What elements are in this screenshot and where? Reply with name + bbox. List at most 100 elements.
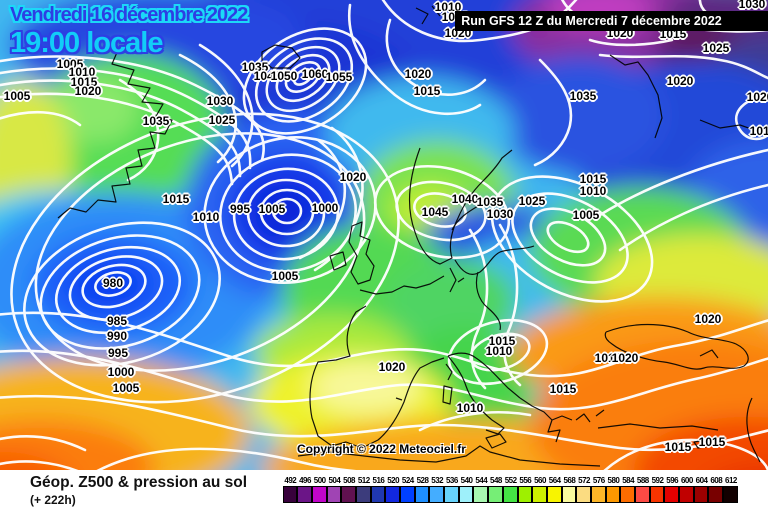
- pressure-label: 1015: [413, 84, 441, 98]
- color-scale-step: 492: [282, 476, 298, 503]
- pressure-label: 1010: [579, 184, 607, 198]
- pressure-label: 1015: [659, 27, 687, 41]
- color-scale-value: 608: [710, 476, 723, 485]
- color-scale-value: 552: [504, 476, 517, 485]
- pressure-label: 980: [102, 276, 124, 290]
- pressure-label: 1055: [325, 70, 353, 84]
- color-scale-swatch: [517, 486, 533, 503]
- color-scale-swatch: [355, 486, 371, 503]
- color-scale-swatch: [679, 486, 694, 503]
- pressure-label: 1015: [488, 334, 516, 348]
- color-scale-value: 556: [519, 476, 532, 485]
- color-scale-value: 500: [313, 476, 326, 485]
- color-scale-swatch: [664, 486, 680, 503]
- color-scale-swatch: [635, 486, 650, 503]
- pressure-label: 1005: [3, 89, 31, 103]
- color-scale-value: 544: [475, 476, 488, 485]
- pressure-label: 1005: [271, 269, 299, 283]
- pressure-label: 1045: [421, 205, 449, 219]
- pressure-label: 1005: [258, 202, 286, 216]
- pressure-label: 1015: [749, 124, 768, 138]
- pressure-label: 1050: [270, 69, 298, 83]
- color-scale-step: 512: [355, 476, 371, 503]
- color-scale-swatch: [590, 486, 606, 503]
- pressure-labels: 1005 1010 1015 1020 1005 1035 1030 1025 1035 1045…: [3, 0, 768, 453]
- pressure-label: 990: [106, 329, 128, 343]
- color-scale-step: 564: [546, 476, 562, 503]
- color-scale-swatch: [311, 486, 327, 503]
- color-scale-value: 612: [725, 476, 737, 485]
- color-scale: 492 496 500 504 508 512 516 520 524 528 532 536 540 5…: [282, 476, 738, 503]
- color-scale-value: 532: [431, 476, 444, 485]
- pressure-label: 1020: [746, 90, 768, 104]
- pressure-label: 1015: [698, 435, 726, 449]
- color-scale-swatch: [385, 486, 400, 503]
- color-scale-swatch: [473, 486, 489, 503]
- pressure-label: 1015: [162, 192, 190, 206]
- color-scale-step: 560: [532, 476, 548, 503]
- pressure-label: 1020: [74, 84, 102, 98]
- color-scale-swatch: [429, 486, 445, 503]
- color-scale-step: 600: [679, 476, 695, 503]
- color-scale-step: 584: [620, 476, 636, 503]
- color-scale-step: 508: [341, 476, 357, 503]
- color-scale-value: 576: [592, 476, 605, 485]
- color-scale-value: 560: [534, 476, 546, 485]
- coastlines: [57, 5, 761, 467]
- z500-color-field: [0, 0, 768, 470]
- color-scale-swatch: [708, 486, 724, 503]
- pressure-label: 1035: [241, 60, 269, 74]
- color-scale-value: 492: [284, 476, 297, 485]
- isobar-contours: [0, 0, 768, 470]
- pressure-label: 985: [106, 314, 128, 328]
- color-scale-step: 504: [326, 476, 342, 503]
- color-scale-step: 496: [297, 476, 313, 503]
- color-scale-value: 504: [328, 476, 341, 485]
- color-scale-swatch: [576, 486, 591, 503]
- color-scale-value: 528: [416, 476, 429, 485]
- pressure-label: 1025: [208, 113, 236, 127]
- color-scale-value: 584: [622, 476, 635, 485]
- pressure-label: 1035: [569, 89, 597, 103]
- color-scale-swatch: [341, 486, 356, 503]
- color-scale-step: 516: [370, 476, 386, 503]
- pressure-label: 1020: [611, 351, 639, 365]
- pressure-label: 1005: [112, 381, 140, 395]
- pressure-label: 1015: [579, 172, 607, 186]
- color-scale-value: 588: [636, 476, 649, 485]
- color-scale-swatch: [414, 486, 430, 503]
- color-scale-swatch: [723, 486, 738, 503]
- valid-time-line: 19:00 locale: [10, 27, 163, 59]
- color-scale-value: 568: [563, 476, 576, 485]
- color-scale-value: 592: [651, 476, 664, 485]
- color-scale-swatch: [488, 486, 503, 503]
- color-scale-swatch: [444, 486, 459, 503]
- forecast-hour-label: (+ 222h): [30, 493, 76, 507]
- pressure-label: 1020: [666, 74, 694, 88]
- color-scale-value: 520: [387, 476, 400, 485]
- valid-date-overlay: Vendredi 16 décembre 2022 19:00 locale: [10, 5, 248, 59]
- pressure-label: 1015: [594, 351, 622, 365]
- pressure-label: 1035: [142, 114, 170, 128]
- copyright-text: Copyright © 2022 Meteociel.fr: [297, 442, 466, 456]
- pressure-label: 1010: [485, 344, 513, 358]
- color-scale-value: 508: [343, 476, 356, 485]
- pressure-label: 1030: [206, 94, 234, 108]
- pressure-label: 1060: [301, 67, 329, 81]
- color-scale-value: 512: [357, 476, 370, 485]
- color-scale-step: 568: [561, 476, 577, 503]
- color-scale-step: 576: [590, 476, 606, 503]
- color-scale-value: 596: [666, 476, 679, 485]
- pressure-label: 1015: [70, 75, 98, 89]
- color-scale-step: 528: [414, 476, 430, 503]
- color-scale-value: 536: [445, 476, 458, 485]
- color-scale-step: 548: [488, 476, 504, 503]
- color-scale-step: 540: [458, 476, 474, 503]
- color-scale-swatch: [649, 486, 665, 503]
- color-scale-swatch: [605, 486, 621, 503]
- color-scale-swatch: [326, 486, 342, 503]
- color-scale-swatch: [297, 486, 312, 503]
- color-scale-step: 608: [708, 476, 724, 503]
- color-scale-step: 588: [635, 476, 651, 503]
